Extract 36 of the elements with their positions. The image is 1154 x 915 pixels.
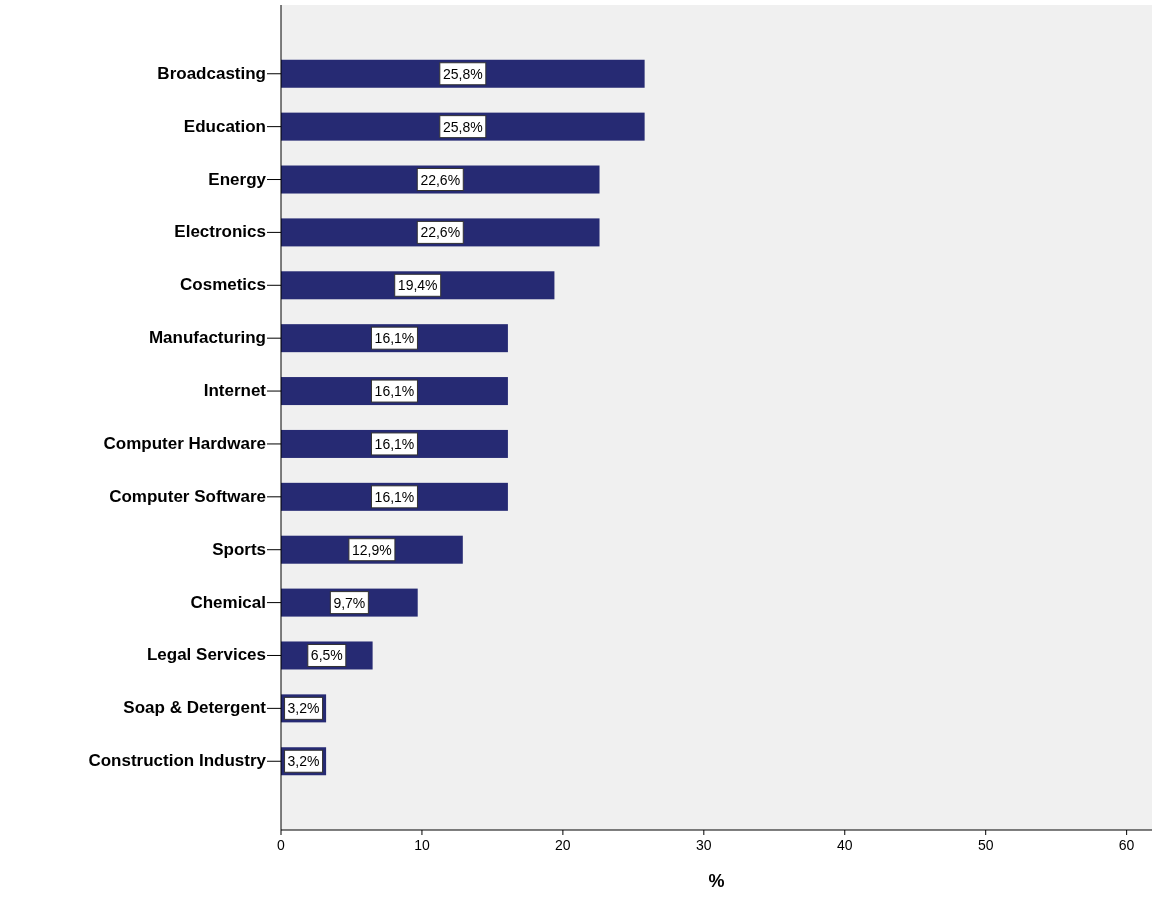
x-tick-label: 30 xyxy=(696,837,712,853)
y-tick-label: Legal Services xyxy=(146,645,266,665)
y-tick-label: Construction Industry xyxy=(88,751,267,771)
x-tick-label: 60 xyxy=(1118,837,1135,853)
data-label: 25,8% xyxy=(442,118,483,135)
data-label: 16,1% xyxy=(374,383,415,400)
data-label: 16,1% xyxy=(374,488,415,505)
y-tick-label: Chemical xyxy=(190,592,266,612)
x-tick-label: 40 xyxy=(836,837,853,853)
x-tick-label: 10 xyxy=(414,837,430,853)
y-tick-label: Sports xyxy=(212,539,266,559)
data-label: 12,9% xyxy=(352,541,392,558)
y-tick-label: Energy xyxy=(208,169,267,189)
data-label: 9,7% xyxy=(333,594,366,611)
y-tick-label: Internet xyxy=(203,381,267,401)
y-tick-label: Computer Software xyxy=(109,486,266,506)
x-tick-label: 20 xyxy=(555,837,571,853)
y-tick-label: Computer Hardware xyxy=(103,433,266,453)
y-tick-label: Education xyxy=(183,116,266,136)
y-tick-label: Soap & Detergent xyxy=(123,698,267,718)
data-label: 19,4% xyxy=(397,277,438,294)
data-label: 25,8% xyxy=(442,65,483,82)
data-label: 22,6% xyxy=(420,224,461,241)
data-label: 3,2% xyxy=(287,700,320,717)
y-tick-label: Cosmetics xyxy=(180,275,266,295)
data-label: 22,6% xyxy=(420,171,461,188)
data-label: 3,2% xyxy=(287,753,320,770)
data-label: 6,5% xyxy=(310,647,343,664)
x-axis-title: % xyxy=(708,871,725,891)
y-tick-label: Manufacturing xyxy=(148,328,266,348)
y-tick-label: Broadcasting xyxy=(157,63,266,83)
data-label: 16,1% xyxy=(374,435,415,452)
x-tick-label: 50 xyxy=(977,837,994,853)
y-tick-label: Electronics xyxy=(174,222,266,242)
data-label: 16,1% xyxy=(374,330,415,347)
x-tick-label: 0 xyxy=(277,837,286,853)
